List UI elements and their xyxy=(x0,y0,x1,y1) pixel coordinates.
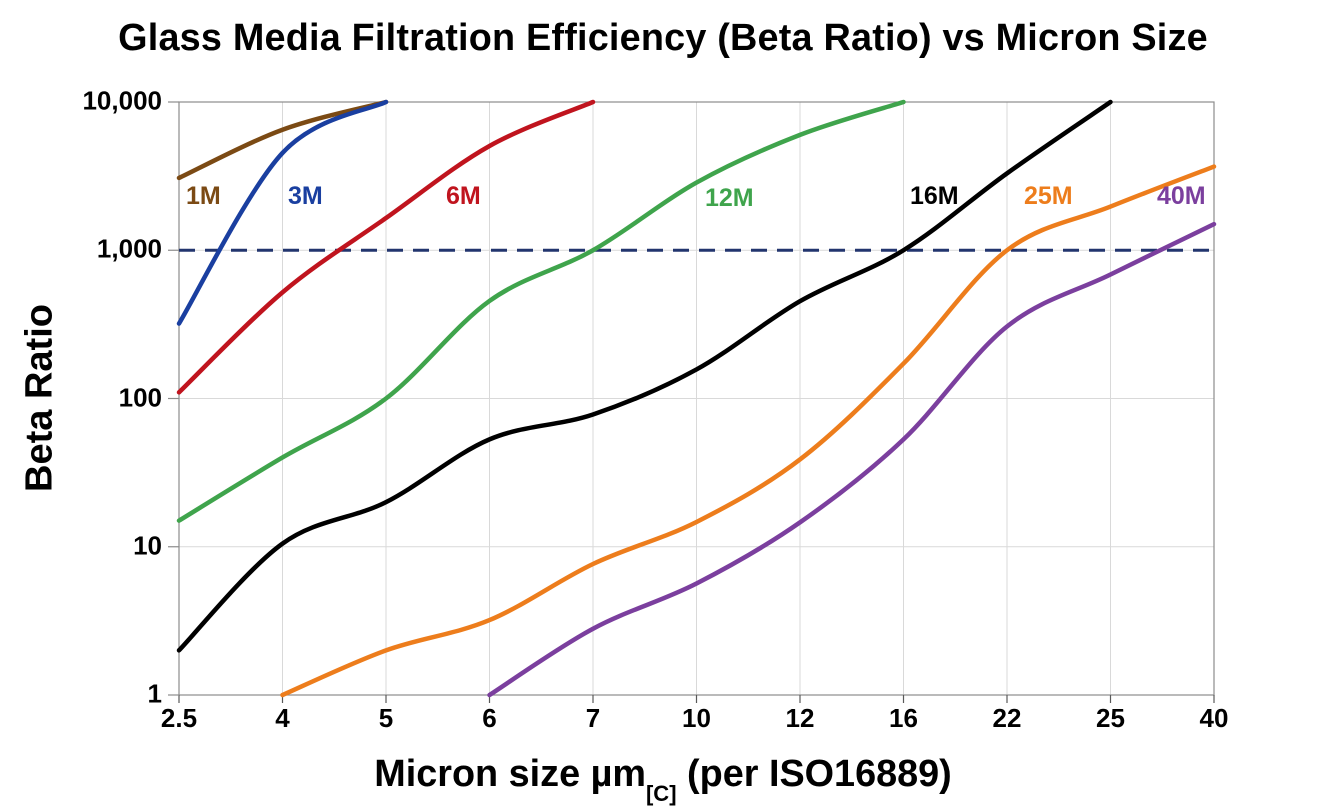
svg-text:40M: 40M xyxy=(1157,182,1206,210)
svg-text:3M: 3M xyxy=(288,182,323,210)
svg-text:16M: 16M xyxy=(910,182,959,210)
svg-text:6M: 6M xyxy=(446,182,481,210)
svg-text:12M: 12M xyxy=(705,184,754,212)
svg-text:1M: 1M xyxy=(186,182,221,210)
svg-text:25M: 25M xyxy=(1024,182,1073,210)
